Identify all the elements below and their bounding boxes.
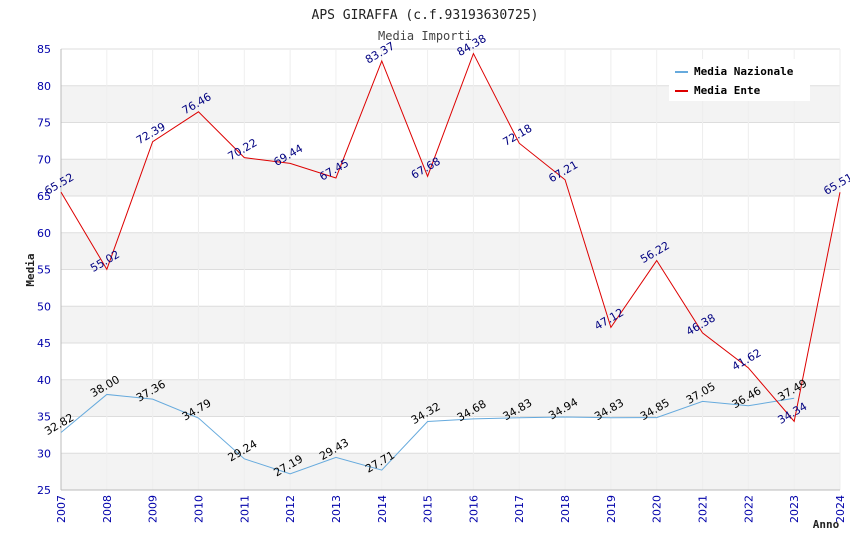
y-tick-label: 65 [37,190,51,203]
x-axis-ticks: 2007 2008 2009 2010 2011 2012 2013 2014 2015 2016… [55,495,847,523]
y-tick-label: 60 [37,227,51,240]
x-tick-label: 2024 [834,495,847,523]
x-tick-label: 2020 [651,495,664,523]
x-axis-label: Anno [813,518,840,531]
x-tick-label: 2014 [376,495,389,523]
grid-band [61,379,840,417]
data-label-media-ente: 41.62 [730,346,764,373]
y-tick-label: 50 [37,300,51,313]
y-tick-label: 30 [37,447,51,460]
x-tick-label: 2015 [422,495,435,523]
series-lines [60,52,841,475]
chart-subtitle: Media Importi [378,29,472,43]
x-tick-label: 2011 [238,495,251,523]
y-tick-label: 85 [37,43,51,56]
x-tick-label: 2021 [697,495,710,523]
legend-box [669,59,810,101]
x-tick-label: 2016 [467,495,480,523]
y-tick-label: 40 [37,374,51,387]
legend-label-media-nazionale: Media Nazionale [694,65,794,78]
legend: Media Nazionale Media Ente [669,59,810,101]
grid-band [61,453,840,490]
x-tick-label: 2023 [788,495,801,523]
x-tick-label: 2013 [330,495,343,523]
y-tick-label: 75 [37,117,51,130]
y-axis-label: Media [24,253,37,286]
y-tick-label: 55 [37,264,51,277]
x-tick-label: 2018 [559,495,572,523]
grid-band [61,232,840,270]
grid-band [61,306,840,343]
y-axis-ticks: 25 30 35 40 45 50 55 60 65 70 75 80 85 [37,43,51,497]
x-tick-label: 2007 [55,495,68,523]
grid-band [61,159,840,196]
y-tick-label: 35 [37,411,51,424]
x-tick-label: 2019 [605,495,618,523]
grid-bands [61,85,840,490]
x-tick-label: 2009 [147,495,160,523]
y-tick-label: 70 [37,153,51,166]
data-label-media-ente: 72.39 [134,120,168,147]
series-line-media-ente [60,52,841,423]
chart-title: APS GIRAFFA (c.f.93193630725) [312,8,539,23]
x-tick-label: 2017 [513,495,526,523]
series-line-media-nazionale [60,393,795,475]
data-label-media-ente: 83.37 [363,39,397,66]
legend-label-media-ente: Media Ente [694,84,761,97]
x-tick-label: 2012 [284,495,297,523]
x-tick-label: 2022 [742,495,755,523]
y-tick-label: 25 [37,484,51,497]
data-label-media-ente: 72.18 [501,122,535,149]
axes [60,49,840,491]
y-tick-label: 80 [37,80,51,93]
x-tick-label: 2008 [101,495,114,523]
y-tick-label: 45 [37,337,51,350]
x-tick-label: 2010 [192,495,205,523]
